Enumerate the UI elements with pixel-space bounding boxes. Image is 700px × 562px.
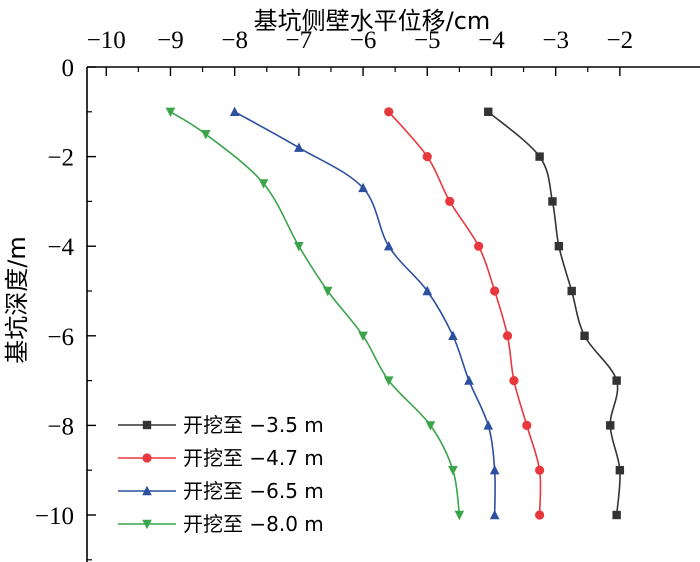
y-tick-label: −2 [47, 145, 74, 172]
data-point [548, 197, 557, 206]
y-tick-label: −8 [47, 413, 74, 440]
data-point [165, 107, 176, 117]
x-tick-label: −9 [157, 27, 184, 54]
data-point [358, 331, 368, 341]
data-point [383, 241, 394, 251]
x-tick-label: −6 [350, 27, 377, 54]
x-axis-title: 基坑侧壁水平位移/cm [254, 7, 491, 35]
y-tick-label: −10 [35, 503, 74, 530]
legend-item: 开挖至 −3.5 m [118, 413, 324, 437]
data-point [464, 375, 474, 385]
data-point [489, 509, 500, 520]
legend-label: 开挖至 −4.7 m [183, 446, 324, 470]
data-point [294, 242, 304, 252]
data-point [358, 182, 368, 193]
data-point [554, 242, 564, 251]
data-point [535, 465, 545, 475]
series-line [234, 111, 496, 516]
data-point [454, 510, 465, 521]
data-point [383, 376, 394, 386]
legend-marker [142, 420, 152, 430]
data-point [490, 286, 500, 296]
data-point [509, 376, 519, 386]
y-tick-label: −6 [47, 324, 74, 351]
series-4 [165, 107, 465, 521]
data-point [445, 196, 455, 206]
data-point [580, 331, 589, 340]
data-point [258, 179, 269, 189]
data-point [567, 286, 576, 296]
legend: 开挖至 −3.5 m 开挖至 −4.7 m 开挖至 −6.5 m 开挖至 −8.0 m [118, 413, 324, 536]
data-point [612, 376, 621, 385]
series-2 [384, 107, 545, 520]
data-point [489, 465, 500, 475]
data-point [484, 107, 493, 116]
data-point [384, 107, 394, 117]
legend-item: 开挖至 −8.0 m [118, 512, 324, 536]
x-tick-label: −5 [414, 27, 441, 54]
x-tick-label: −4 [478, 27, 505, 54]
y-tick-label: 0 [62, 55, 75, 82]
data-point [425, 421, 436, 431]
data-point [612, 510, 621, 520]
data-point [535, 510, 545, 520]
legend-label: 开挖至 −8.0 m [183, 512, 324, 536]
series-line [388, 111, 542, 516]
data-point [606, 421, 615, 430]
legend-marker [142, 519, 152, 530]
data-point [522, 420, 532, 430]
series-1 [484, 107, 625, 520]
x-axis-ticks: −10 −9 −8 −7 −6 −5 −4 −3 −2 [87, 27, 634, 76]
legend-label: 开挖至 −6.5 m [183, 479, 324, 503]
legend-item: 开挖至 −4.7 m [118, 446, 324, 470]
series-line [170, 111, 461, 516]
legend-marker [142, 453, 152, 463]
data-point [474, 241, 484, 251]
data-point [200, 130, 211, 140]
y-tick-label: −4 [47, 234, 74, 261]
data-point [422, 285, 433, 296]
y-axis-title: 基坑深度/m [3, 236, 31, 363]
data-point [294, 142, 304, 152]
data-point [615, 466, 625, 475]
legend-label: 开挖至 −3.5 m [183, 413, 324, 437]
data-point [229, 106, 240, 116]
data-point [502, 331, 513, 341]
data-point [535, 152, 544, 161]
data-point [448, 330, 458, 340]
data-point [322, 286, 333, 297]
series-3 [229, 106, 500, 520]
x-tick-label: −10 [87, 27, 126, 54]
data-point [448, 466, 458, 476]
x-tick-label: −2 [607, 27, 634, 54]
series-layer [165, 106, 625, 521]
legend-marker [142, 485, 152, 496]
data-point [422, 152, 432, 162]
y-axis-ticks: 0 −2 −4 −6 −8 −10 [35, 55, 96, 561]
x-tick-label: −3 [542, 27, 569, 54]
legend-item: 开挖至 −6.5 m [118, 479, 324, 503]
x-tick-label: −7 [286, 27, 313, 54]
x-tick-label: −8 [221, 27, 248, 54]
series-line [487, 111, 621, 516]
data-point [483, 420, 494, 430]
